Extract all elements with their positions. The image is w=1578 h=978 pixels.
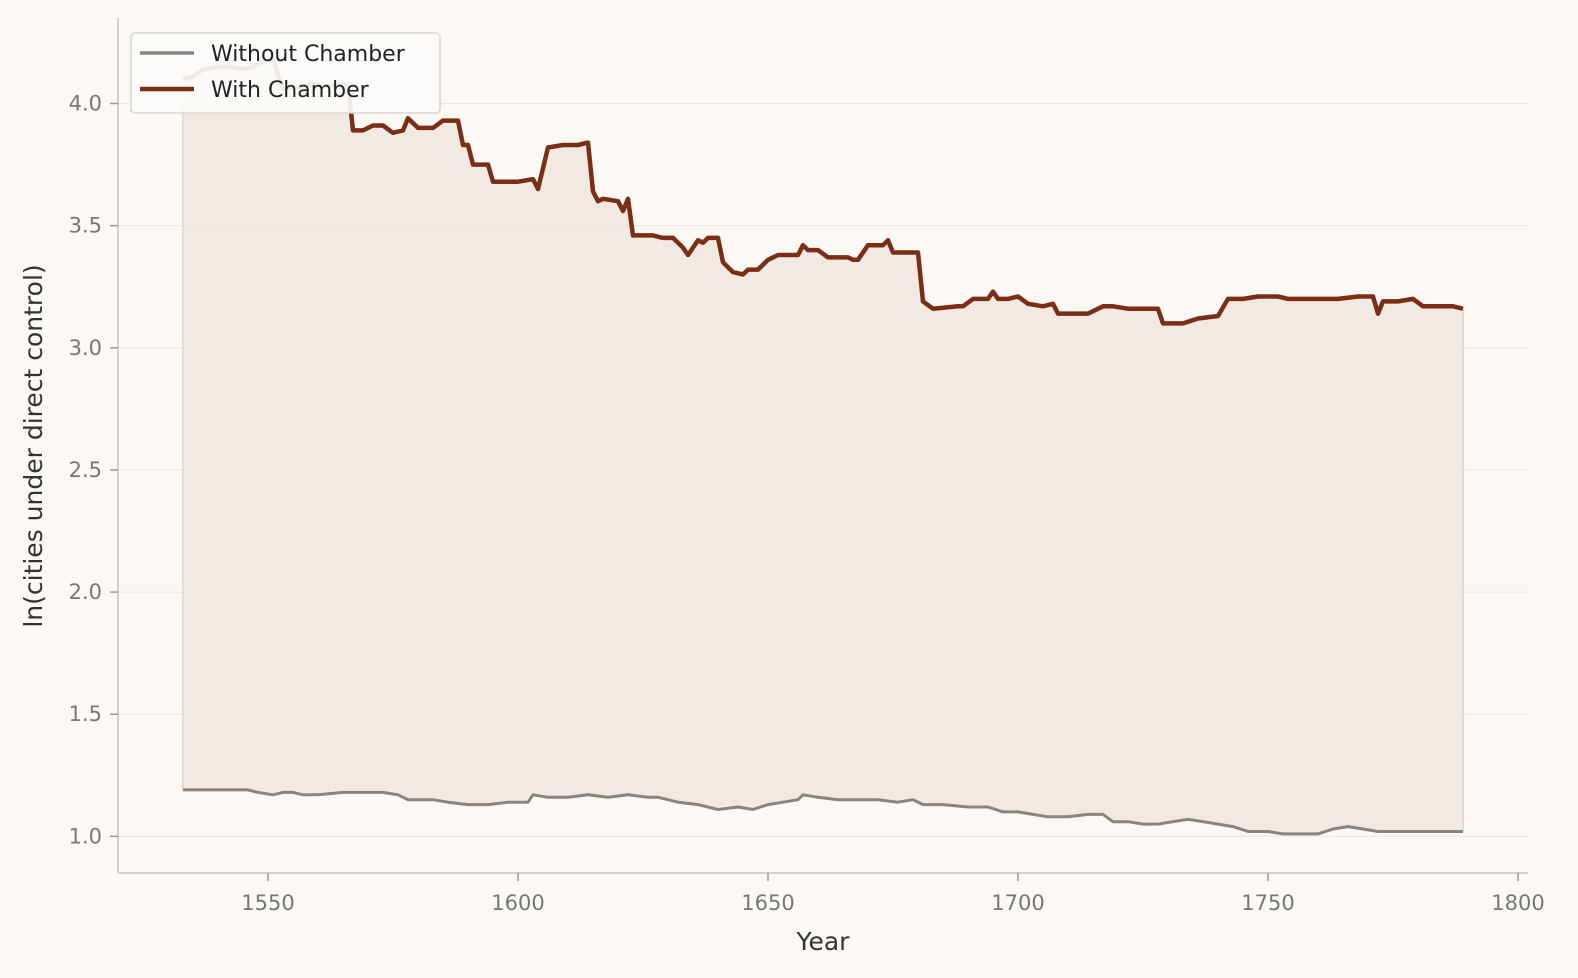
legend-label-without-chamber: Without Chamber — [211, 42, 406, 67]
x-tick-label: 1800 — [1491, 891, 1544, 915]
x-axis-label: Year — [796, 927, 851, 956]
legend: Without Chamber With Chamber — [130, 32, 441, 114]
y-axis-label: ln(cities under direct control) — [19, 264, 48, 627]
y-tick-label: 3.0 — [69, 336, 102, 360]
legend-box — [130, 32, 441, 114]
y-tick-label: 3.5 — [69, 214, 102, 238]
y-tick-label: 2.5 — [69, 458, 102, 482]
series-line-with-chamber — [182, 57, 1464, 326]
y-tick-label: 4.0 — [69, 92, 102, 116]
x-tick-label: 1650 — [741, 891, 794, 915]
between-series-fill — [183, 59, 1463, 834]
tick-layer: 1.0 1.5 2.0 2.5 3.0 3.5 4.0 1550 1600 1650 1700 175… — [69, 92, 1545, 916]
x-tick-label: 1600 — [491, 891, 544, 915]
y-tick-label: 1.5 — [69, 702, 102, 726]
y-tick-label: 1.0 — [69, 824, 102, 848]
x-tick-label: 1750 — [1241, 891, 1294, 915]
series-layer — [182, 57, 1464, 836]
legend-label-with-chamber: With Chamber — [211, 78, 370, 103]
y-tick-label: 2.0 — [69, 580, 102, 604]
x-tick-label: 1550 — [241, 891, 294, 915]
x-tick-label: 1700 — [991, 891, 1044, 915]
axes — [117, 18, 1528, 874]
series-line-without-chamber — [183, 788, 1463, 836]
